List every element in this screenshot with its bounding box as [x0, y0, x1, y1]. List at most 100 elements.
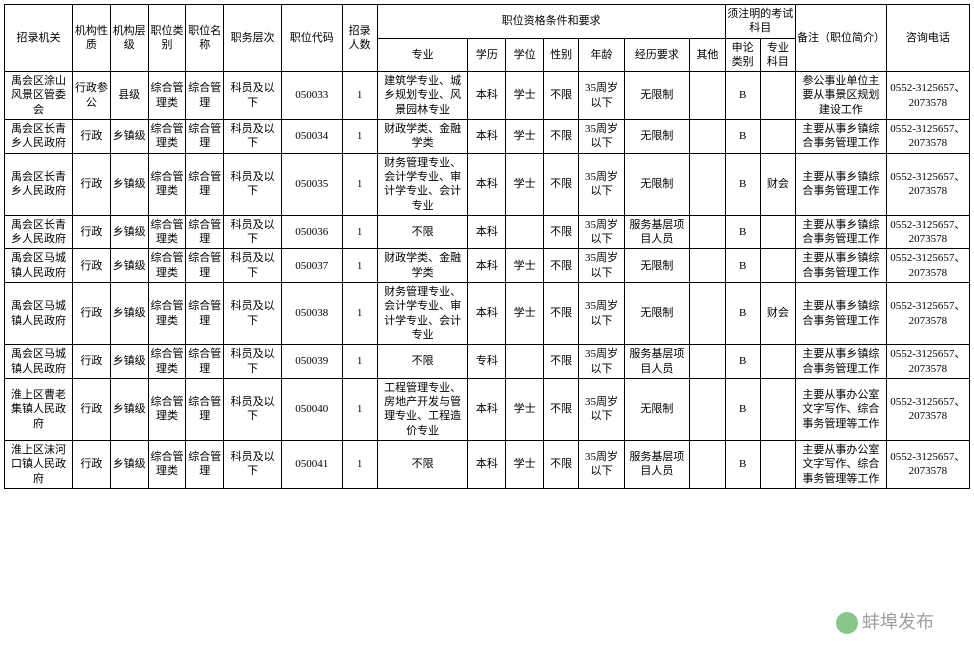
cell-other: [690, 215, 725, 249]
cell-num: 1: [342, 283, 377, 345]
th-ptype: 职位类别: [148, 5, 186, 72]
cell-major: 建筑学专业、城乡规划专业、风景园林专业: [377, 72, 468, 120]
th-shenlun: 申论类别: [725, 38, 760, 72]
cell-jlevel: 科员及以下: [224, 283, 282, 345]
th-gender: 性别: [544, 38, 579, 72]
cell-level: 乡镇级: [110, 153, 148, 215]
cell-exp: 服务基层项目人员: [624, 441, 690, 489]
cell-degree: 学士: [506, 441, 544, 489]
cell-level: 乡镇级: [110, 283, 148, 345]
cell-degree: [506, 215, 544, 249]
cell-org: 淮上区曹老集镇人民政府: [5, 378, 73, 440]
cell-other: [690, 249, 725, 283]
cell-prof: [760, 345, 795, 379]
cell-jlevel: 科员及以下: [224, 120, 282, 154]
cell-edu: 本科: [468, 72, 506, 120]
cell-num: 1: [342, 441, 377, 489]
cell-gender: 不限: [544, 72, 579, 120]
cell-age: 35周岁以下: [579, 215, 624, 249]
cell-age: 35周岁以下: [579, 120, 624, 154]
cell-num: 1: [342, 153, 377, 215]
cell-major: 不限: [377, 345, 468, 379]
cell-org: 禹会区长青乡人民政府: [5, 153, 73, 215]
cell-exp: 无限制: [624, 153, 690, 215]
th-prof: 专业科目: [760, 38, 795, 72]
th-jlevel: 职务层次: [224, 5, 282, 72]
cell-exp: 无限制: [624, 72, 690, 120]
cell-degree: 学士: [506, 72, 544, 120]
cell-remark: 主要从事办公室文字写作、综合事务管理等工作: [796, 441, 887, 489]
cell-pname: 综合管理: [186, 215, 224, 249]
cell-jlevel: 科员及以下: [224, 215, 282, 249]
cell-degree: 学士: [506, 378, 544, 440]
cell-major: 不限: [377, 215, 468, 249]
cell-pname: 综合管理: [186, 249, 224, 283]
cell-edu: 本科: [468, 249, 506, 283]
cell-prof: [760, 72, 795, 120]
cell-level: 县级: [110, 72, 148, 120]
cell-shenlun: B: [725, 441, 760, 489]
cell-shenlun: B: [725, 215, 760, 249]
cell-phone: 0552-3125657、2073578: [886, 120, 969, 154]
cell-level: 乡镇级: [110, 441, 148, 489]
cell-phone: 0552-3125657、2073578: [886, 378, 969, 440]
cell-exp: 无限制: [624, 120, 690, 154]
cell-remark: 主要从事乡镇综合事务管理工作: [796, 215, 887, 249]
cell-age: 35周岁以下: [579, 283, 624, 345]
table-row: 禹会区长青乡人民政府行政乡镇级综合管理类综合管理科员及以下0500361不限本科…: [5, 215, 970, 249]
th-exam-group: 须注明的考试科目: [725, 5, 796, 39]
cell-pcode: 050041: [282, 441, 342, 489]
cell-ptype: 综合管理类: [148, 215, 186, 249]
cell-nature: 行政: [73, 120, 111, 154]
cell-pname: 综合管理: [186, 283, 224, 345]
cell-degree: 学士: [506, 283, 544, 345]
cell-ptype: 综合管理类: [148, 120, 186, 154]
cell-shenlun: B: [725, 72, 760, 120]
cell-pcode: 050039: [282, 345, 342, 379]
cell-edu: 本科: [468, 283, 506, 345]
watermark-text: 蚌埠发布: [862, 612, 934, 632]
cell-edu: 本科: [468, 120, 506, 154]
cell-pname: 综合管理: [186, 72, 224, 120]
table-row: 禹会区长青乡人民政府行政乡镇级综合管理类综合管理科员及以下0500351财务管理…: [5, 153, 970, 215]
cell-gender: 不限: [544, 283, 579, 345]
cell-prof: [760, 249, 795, 283]
cell-pname: 综合管理: [186, 378, 224, 440]
cell-exp: 无限制: [624, 283, 690, 345]
table-row: 禹会区马城镇人民政府行政乡镇级综合管理类综合管理科员及以下0500381财务管理…: [5, 283, 970, 345]
cell-prof: [760, 378, 795, 440]
cell-phone: 0552-3125657、2073578: [886, 215, 969, 249]
cell-pcode: 050035: [282, 153, 342, 215]
cell-gender: 不限: [544, 153, 579, 215]
cell-prof: 财会: [760, 153, 795, 215]
cell-num: 1: [342, 120, 377, 154]
cell-org: 淮上区沫河口镇人民政府: [5, 441, 73, 489]
cell-phone: 0552-3125657、2073578: [886, 72, 969, 120]
cell-remark: 主要从事乡镇综合事务管理工作: [796, 153, 887, 215]
table-row: 禹会区马城镇人民政府行政乡镇级综合管理类综合管理科员及以下0500371财政学类…: [5, 249, 970, 283]
cell-other: [690, 283, 725, 345]
cell-major: 工程管理专业、房地产开发与管理专业、工程造价专业: [377, 378, 468, 440]
table-row: 禹会区马城镇人民政府行政乡镇级综合管理类综合管理科员及以下0500391不限专科…: [5, 345, 970, 379]
cell-phone: 0552-3125657、2073578: [886, 153, 969, 215]
cell-level: 乡镇级: [110, 378, 148, 440]
cell-pname: 综合管理: [186, 153, 224, 215]
cell-remark: 主要从事乡镇综合事务管理工作: [796, 283, 887, 345]
cell-nature: 行政参公: [73, 72, 111, 120]
cell-pcode: 050036: [282, 215, 342, 249]
cell-phone: 0552-3125657、2073578: [886, 249, 969, 283]
cell-other: [690, 153, 725, 215]
cell-jlevel: 科员及以下: [224, 72, 282, 120]
cell-degree: 学士: [506, 120, 544, 154]
cell-nature: 行政: [73, 153, 111, 215]
cell-level: 乡镇级: [110, 120, 148, 154]
cell-num: 1: [342, 378, 377, 440]
cell-jlevel: 科员及以下: [224, 441, 282, 489]
cell-level: 乡镇级: [110, 345, 148, 379]
cell-remark: 主要从事乡镇综合事务管理工作: [796, 120, 887, 154]
cell-prof: [760, 120, 795, 154]
cell-level: 乡镇级: [110, 249, 148, 283]
cell-nature: 行政: [73, 249, 111, 283]
cell-nature: 行政: [73, 441, 111, 489]
cell-shenlun: B: [725, 249, 760, 283]
